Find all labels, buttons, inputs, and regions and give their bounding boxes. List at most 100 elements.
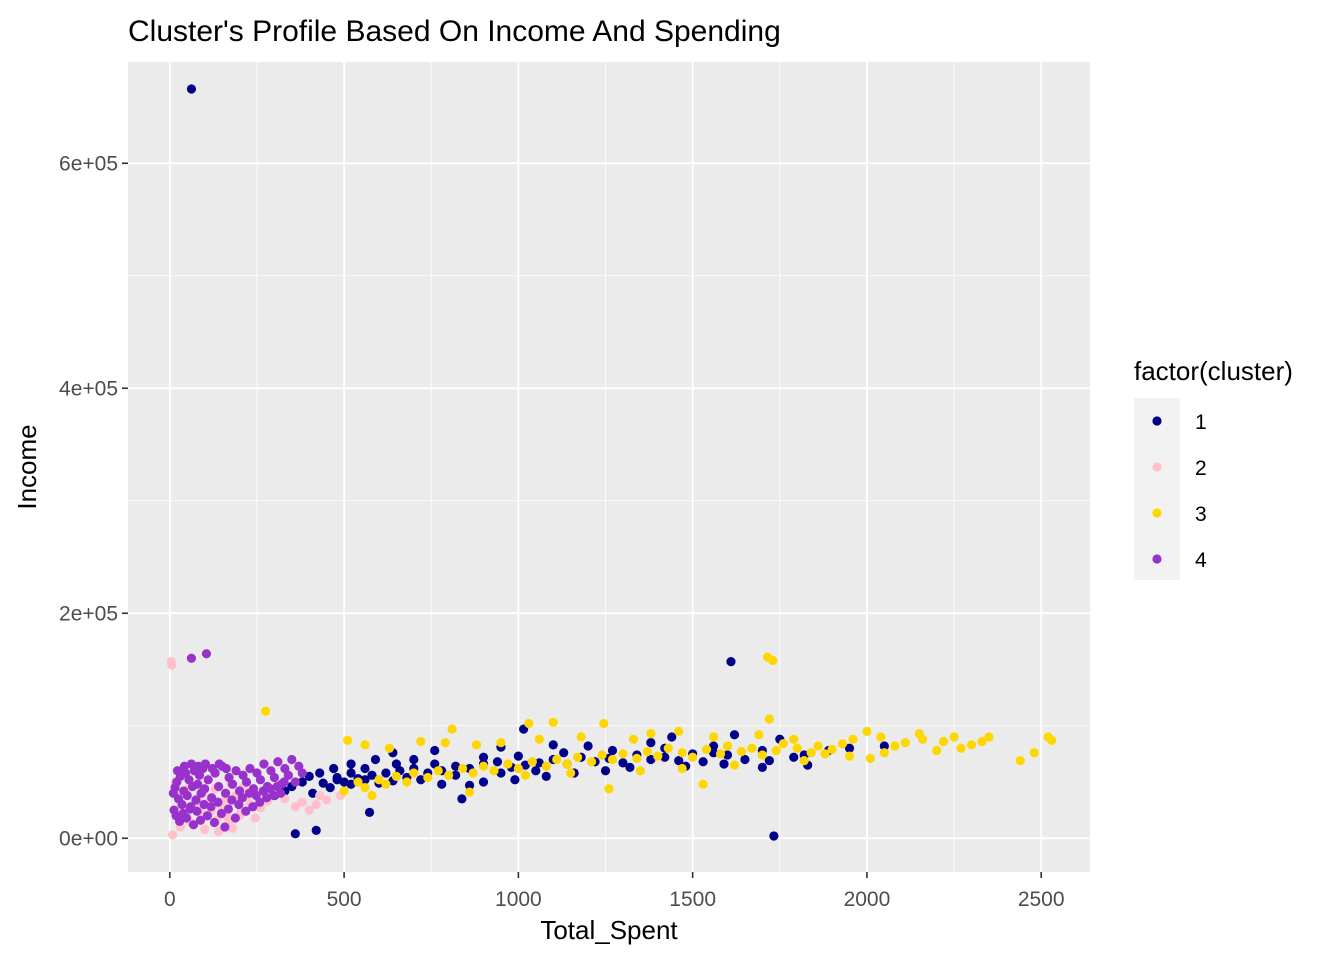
- data-point: [520, 760, 530, 770]
- data-point: [599, 718, 609, 729]
- data-point: [496, 768, 506, 778]
- data-point: [194, 770, 205, 780]
- data-point: [191, 795, 201, 805]
- data-point: [956, 743, 966, 753]
- data-point: [789, 752, 799, 762]
- data-point: [409, 768, 419, 778]
- data-point: [754, 730, 764, 740]
- data-point: [339, 786, 349, 796]
- data-point: [667, 732, 677, 742]
- data-point: [977, 736, 987, 747]
- data-point: [384, 743, 395, 753]
- data-point: [607, 745, 618, 756]
- data-point: [290, 829, 300, 839]
- data-point: [223, 804, 233, 814]
- data-point: [167, 660, 177, 670]
- data-point: [283, 770, 293, 780]
- data-point: [213, 797, 223, 807]
- data-point: [227, 823, 238, 833]
- data-point: [541, 771, 551, 781]
- data-point: [241, 806, 251, 816]
- data-point: [248, 802, 258, 812]
- data-point: [437, 779, 447, 789]
- x-axis: 0 500 1000 1500 2000 2500: [164, 872, 1065, 911]
- data-point: [458, 763, 468, 774]
- data-point: [262, 793, 272, 803]
- data-point: [238, 770, 248, 780]
- data-point: [646, 738, 656, 748]
- data-point: [287, 754, 297, 765]
- data-point: [273, 757, 283, 767]
- data-point: [660, 752, 670, 762]
- data-point: [768, 655, 778, 666]
- data-point: [708, 732, 719, 742]
- data-point: [607, 754, 618, 765]
- data-point: [209, 817, 220, 828]
- data-point: [471, 740, 482, 750]
- data-point: [778, 739, 788, 749]
- data-point: [297, 768, 307, 778]
- data-point: [468, 768, 478, 778]
- data-point: [478, 761, 489, 771]
- data-point: [865, 753, 876, 763]
- data-point: [168, 830, 178, 840]
- data-point: [308, 788, 318, 798]
- data-point: [221, 763, 231, 774]
- data-point: [663, 743, 673, 753]
- data-point: [364, 807, 375, 817]
- data-point: [200, 824, 210, 834]
- data-point: [513, 751, 523, 761]
- plot-panel: [128, 62, 1090, 872]
- data-point: [199, 799, 209, 810]
- data-point: [534, 758, 544, 768]
- data-point: [346, 779, 356, 789]
- data-point: [789, 734, 799, 744]
- data-point: [416, 736, 426, 747]
- legend-title: factor(cluster): [1134, 356, 1293, 386]
- x-tick-label: 1500: [669, 888, 716, 911]
- data-point: [315, 790, 325, 801]
- data-point: [180, 768, 191, 778]
- y-axis: 0e+00 2e+05 4e+05 6e+05: [59, 152, 128, 850]
- data-point: [174, 816, 185, 826]
- legend-key-background: [1134, 398, 1180, 580]
- data-point: [360, 775, 370, 785]
- x-tick-label: 1000: [495, 888, 542, 911]
- data-point: [837, 739, 848, 749]
- data-point: [360, 763, 370, 774]
- data-point: [674, 726, 684, 736]
- data-point: [250, 813, 260, 823]
- data-point: [844, 751, 855, 761]
- data-point: [231, 766, 241, 776]
- data-point: [202, 811, 213, 821]
- data-point: [844, 743, 855, 753]
- legend-key-3: [1152, 508, 1162, 518]
- data-point: [227, 779, 238, 789]
- data-points: [166, 84, 1057, 841]
- data-point: [552, 754, 562, 765]
- data-point: [646, 729, 656, 739]
- data-point: [201, 649, 212, 659]
- data-point: [541, 761, 551, 771]
- data-point: [764, 756, 774, 766]
- data-point: [433, 766, 443, 776]
- data-point: [534, 734, 544, 744]
- data-point: [1029, 748, 1039, 758]
- x-tick-label: 500: [327, 888, 362, 911]
- chart-title: Cluster's Profile Based On Income And Sp…: [128, 15, 781, 48]
- data-point: [583, 741, 593, 751]
- data-point: [792, 743, 802, 753]
- x-tick-label: 0: [164, 888, 176, 911]
- data-point: [757, 750, 767, 760]
- data-point: [245, 763, 255, 774]
- data-point: [266, 766, 276, 776]
- data-point: [600, 766, 611, 776]
- data-point: [220, 822, 230, 832]
- data-point: [949, 732, 959, 742]
- data-point: [258, 786, 268, 796]
- legend-label-2: 2: [1195, 457, 1207, 480]
- data-point: [688, 752, 698, 762]
- data-point: [430, 759, 440, 769]
- data-point: [939, 736, 949, 747]
